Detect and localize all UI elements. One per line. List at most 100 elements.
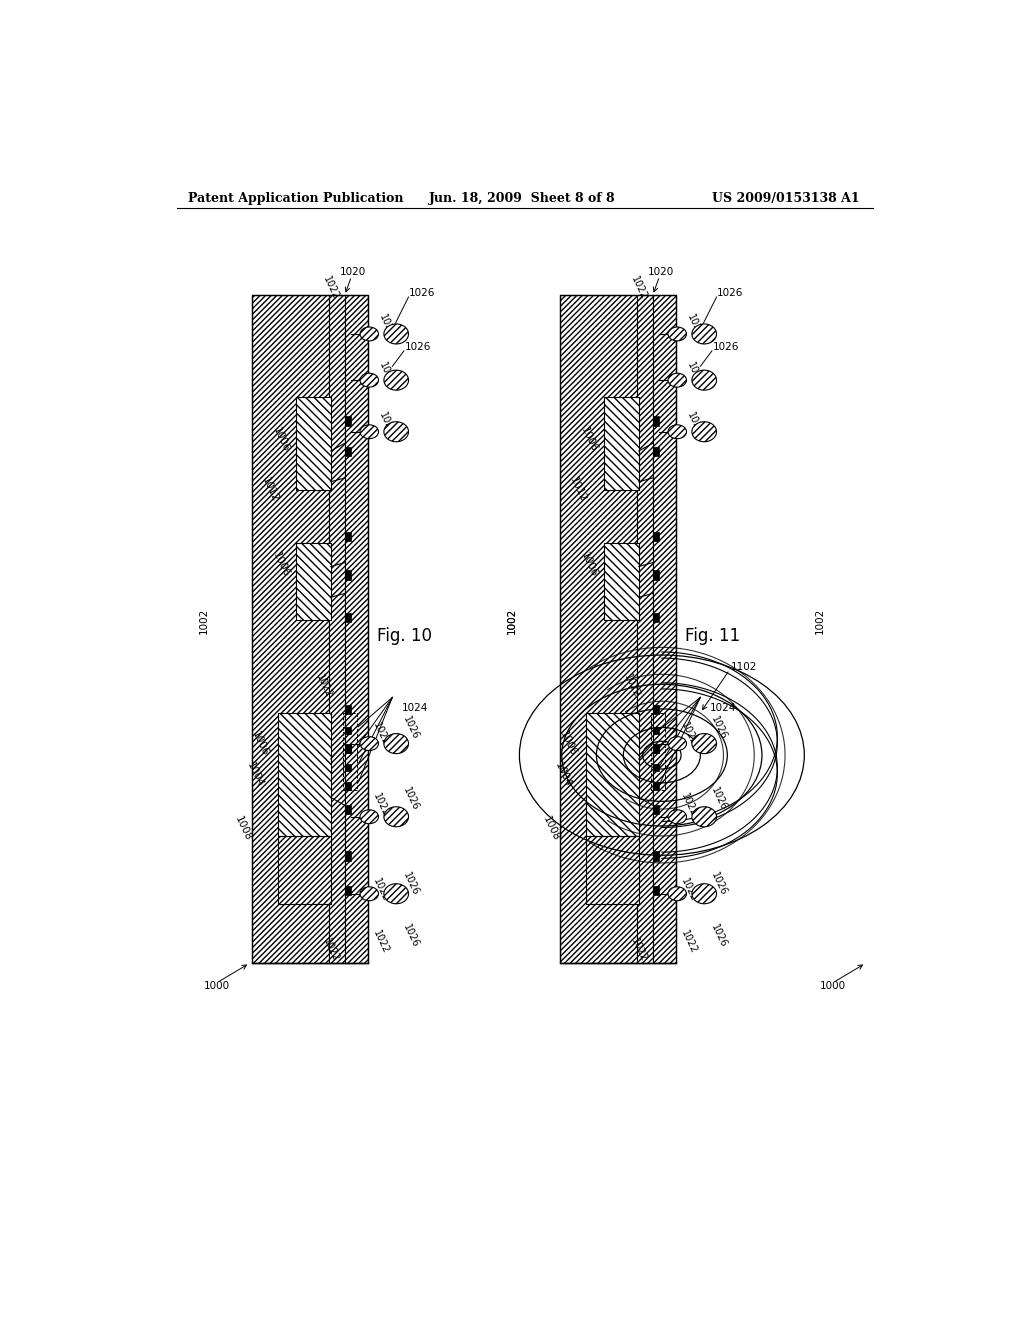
- Ellipse shape: [668, 737, 686, 751]
- Bar: [604, 544, 639, 620]
- Ellipse shape: [692, 734, 717, 754]
- Bar: [652, 705, 658, 714]
- Text: 1004: 1004: [245, 760, 264, 788]
- Text: 1022: 1022: [377, 411, 396, 437]
- Ellipse shape: [384, 884, 409, 904]
- Text: 1020: 1020: [340, 268, 367, 277]
- Text: 1022: 1022: [377, 313, 396, 339]
- Ellipse shape: [360, 810, 379, 824]
- Bar: [652, 851, 658, 861]
- Bar: [652, 726, 658, 734]
- Bar: [560, 296, 676, 964]
- Bar: [345, 805, 351, 814]
- Bar: [604, 544, 639, 620]
- Text: 1022: 1022: [322, 275, 341, 301]
- Bar: [296, 397, 331, 490]
- Text: 1022: 1022: [630, 275, 649, 301]
- Bar: [652, 416, 658, 425]
- Text: 1022: 1022: [680, 876, 699, 903]
- Text: 1022: 1022: [685, 411, 705, 437]
- Text: 1026: 1026: [400, 870, 420, 898]
- Bar: [652, 763, 658, 771]
- Text: Fig. 11: Fig. 11: [685, 627, 740, 644]
- Bar: [652, 781, 658, 789]
- Text: 1020: 1020: [648, 268, 674, 277]
- Bar: [279, 836, 331, 904]
- Bar: [279, 713, 331, 836]
- Text: 1006: 1006: [580, 425, 600, 454]
- Ellipse shape: [668, 327, 686, 341]
- Text: 1012: 1012: [568, 475, 588, 503]
- Bar: [330, 296, 345, 964]
- Bar: [252, 296, 330, 964]
- Text: 1004: 1004: [553, 760, 572, 788]
- Bar: [345, 726, 351, 734]
- Bar: [652, 886, 658, 895]
- Bar: [345, 570, 351, 579]
- Text: 1026: 1026: [717, 288, 743, 298]
- Ellipse shape: [360, 425, 379, 438]
- Text: Jun. 18, 2009  Sheet 8 of 8: Jun. 18, 2009 Sheet 8 of 8: [429, 191, 616, 205]
- Text: US 2009/0153138 A1: US 2009/0153138 A1: [712, 191, 859, 205]
- Ellipse shape: [668, 810, 686, 824]
- Bar: [652, 743, 658, 752]
- Text: 1022: 1022: [372, 929, 391, 956]
- Ellipse shape: [384, 734, 409, 754]
- Text: 1022: 1022: [372, 721, 391, 747]
- Text: 1026: 1026: [400, 785, 420, 812]
- Bar: [296, 397, 331, 490]
- Ellipse shape: [668, 374, 686, 387]
- Ellipse shape: [668, 425, 686, 438]
- Bar: [343, 713, 357, 789]
- Text: 1102: 1102: [731, 661, 758, 672]
- Bar: [345, 781, 351, 789]
- Bar: [345, 612, 351, 622]
- Text: 1022: 1022: [680, 792, 699, 818]
- Text: 1022: 1022: [680, 721, 699, 747]
- Bar: [652, 447, 658, 457]
- Text: 1002: 1002: [507, 607, 517, 634]
- Text: 1022: 1022: [313, 672, 334, 700]
- Text: 1000: 1000: [819, 981, 846, 991]
- Bar: [345, 743, 351, 752]
- Text: 1022: 1022: [680, 929, 699, 956]
- Text: 1026: 1026: [400, 715, 420, 742]
- Bar: [587, 713, 639, 836]
- Text: 1024: 1024: [401, 704, 428, 713]
- Bar: [652, 805, 658, 814]
- Bar: [560, 296, 637, 964]
- Ellipse shape: [384, 807, 409, 826]
- Bar: [345, 705, 351, 714]
- Text: 1006: 1006: [271, 550, 292, 579]
- Text: 1026: 1026: [404, 342, 431, 352]
- Ellipse shape: [360, 374, 379, 387]
- Ellipse shape: [692, 807, 717, 826]
- Ellipse shape: [360, 887, 379, 900]
- Text: 1022: 1022: [630, 937, 649, 964]
- Text: 1022: 1022: [685, 313, 705, 339]
- Bar: [252, 296, 368, 964]
- Text: 1002: 1002: [199, 607, 209, 634]
- Text: 1002: 1002: [507, 607, 517, 634]
- Text: 1022: 1022: [685, 360, 705, 387]
- Bar: [345, 447, 351, 457]
- Text: 1012: 1012: [260, 475, 281, 503]
- Text: 1022: 1022: [372, 876, 391, 903]
- Bar: [296, 544, 331, 620]
- Bar: [279, 713, 331, 836]
- Text: 1022: 1022: [622, 672, 641, 700]
- Bar: [652, 532, 658, 541]
- Text: 1002: 1002: [815, 607, 824, 634]
- Ellipse shape: [692, 884, 717, 904]
- Ellipse shape: [692, 422, 717, 442]
- Text: 1022: 1022: [322, 937, 341, 964]
- Text: 1026: 1026: [400, 923, 420, 949]
- Ellipse shape: [384, 370, 409, 391]
- Text: 1026: 1026: [709, 923, 728, 949]
- Text: 1026: 1026: [709, 715, 728, 742]
- Bar: [652, 296, 676, 964]
- Text: 1000: 1000: [204, 981, 229, 991]
- Ellipse shape: [692, 370, 717, 391]
- Ellipse shape: [384, 323, 409, 345]
- Bar: [652, 744, 658, 752]
